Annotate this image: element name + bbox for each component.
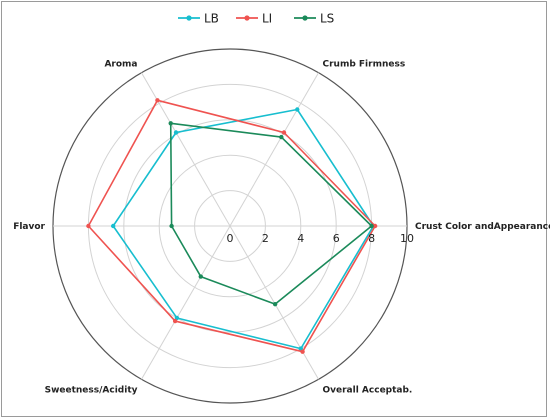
- data-point-lb: [295, 107, 300, 112]
- data-point-lb: [110, 223, 116, 229]
- radial-tick-label: 0: [227, 232, 234, 245]
- axis-label: Crumb Firmness: [323, 60, 406, 70]
- axis-label: Flavor: [13, 222, 45, 232]
- radial-tick-label: 4: [297, 232, 304, 245]
- spoke-line: [229, 72, 319, 227]
- data-point-ls: [369, 223, 374, 229]
- radar-grid: [52, 48, 408, 404]
- data-point-ls: [279, 134, 284, 140]
- axis-label: Overall Acceptab.: [323, 385, 413, 395]
- legend-swatch-marker: [302, 15, 308, 21]
- legend-item-lb: LB: [178, 12, 219, 26]
- data-point-li: [172, 318, 178, 324]
- legend: LB LI LS: [178, 12, 334, 26]
- radial-tick-label: 10: [400, 232, 414, 245]
- series-line-lb: [112, 108, 375, 350]
- legend-label: LS: [320, 12, 334, 26]
- data-point-ls: [169, 223, 174, 229]
- series-li: [86, 98, 378, 354]
- radar-series-group: [86, 98, 378, 354]
- data-point-ls: [198, 274, 203, 279]
- axis-label: Sweetness/Acidity: [45, 385, 138, 395]
- axis-label: Crust Color andAppearance: [415, 222, 550, 232]
- legend-swatch-marker: [186, 15, 192, 21]
- data-point-lb: [173, 130, 179, 135]
- series-ls: [168, 121, 374, 307]
- data-point-li: [155, 98, 160, 103]
- data-point-ls: [168, 121, 173, 126]
- legend-item-ls: LS: [294, 12, 334, 26]
- data-point-li: [281, 130, 287, 135]
- radial-tick-label: 2: [262, 232, 269, 245]
- spoke-line: [141, 72, 231, 227]
- data-point-li: [86, 223, 91, 229]
- radial-tick-labels: 0 2 4 6 8 10: [227, 232, 415, 245]
- axis-labels: Crust Color andAppearance Crumb Firmness A…: [13, 60, 550, 396]
- axis-label: Aroma: [104, 60, 137, 70]
- legend-swatch-marker: [244, 15, 250, 21]
- radial-tick-label: 6: [333, 232, 340, 245]
- spoke-line: [141, 225, 231, 380]
- data-point-ls: [272, 301, 278, 307]
- data-point-li: [372, 223, 378, 229]
- legend-item-li: LI: [236, 12, 272, 26]
- legend-label: LB: [204, 12, 219, 26]
- data-point-li: [300, 349, 305, 354]
- radial-tick-label: 8: [368, 232, 375, 245]
- legend-label: LI: [262, 12, 272, 26]
